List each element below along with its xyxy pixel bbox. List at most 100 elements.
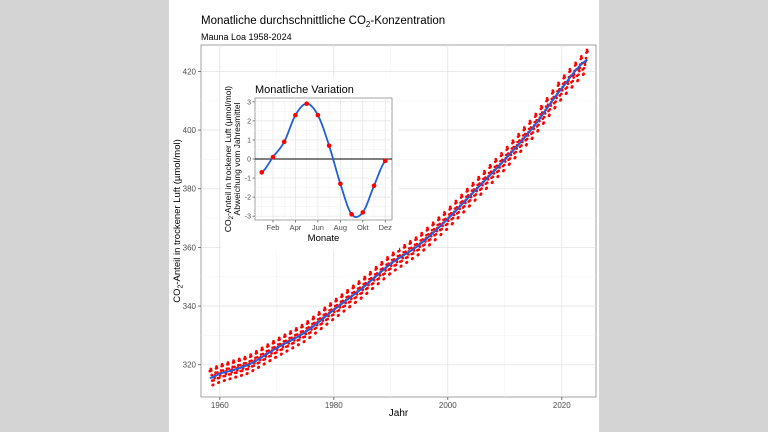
data-point — [303, 339, 306, 343]
inset-data-point — [349, 211, 354, 217]
data-point — [421, 238, 424, 241]
data-point — [534, 114, 538, 117]
data-point — [227, 367, 231, 371]
data-point — [392, 253, 396, 256]
inset-data-point — [315, 112, 321, 118]
data-point — [464, 195, 468, 199]
data-point — [474, 193, 478, 196]
data-point — [571, 79, 575, 83]
x-tick-label: 2000 — [439, 401, 457, 410]
data-point — [211, 383, 215, 387]
trend-line — [209, 58, 588, 380]
data-point — [312, 321, 316, 325]
data-point — [482, 177, 485, 181]
data-point — [570, 85, 574, 88]
data-point — [510, 147, 514, 150]
y-tick-label: 360 — [183, 243, 197, 252]
data-point — [342, 309, 346, 313]
data-point — [428, 238, 432, 241]
data-point — [483, 171, 487, 175]
data-point — [459, 201, 462, 204]
data-point — [437, 217, 441, 221]
data-point — [371, 281, 375, 285]
data-point — [462, 210, 466, 213]
data-point — [232, 360, 236, 364]
data-point — [297, 343, 301, 346]
data-point — [290, 336, 293, 340]
data-point — [463, 204, 466, 208]
data-point — [337, 313, 340, 317]
inset-data-point — [259, 170, 265, 175]
data-point — [278, 338, 282, 341]
data-point — [371, 286, 375, 290]
data-point — [354, 300, 358, 304]
data-point — [496, 174, 500, 178]
data-point — [303, 335, 307, 339]
data-point — [529, 121, 532, 124]
data-point — [531, 131, 535, 134]
y-tick-label: 420 — [183, 67, 197, 76]
data-point — [519, 149, 523, 153]
data-point — [267, 349, 271, 352]
data-point — [326, 317, 329, 321]
data-point — [238, 359, 242, 362]
data-point — [417, 248, 421, 251]
data-point — [518, 139, 521, 142]
data-point — [572, 76, 576, 79]
inset-data-point — [360, 210, 366, 215]
inset-title: Monatliche Variation — [255, 84, 354, 96]
data-point — [341, 294, 344, 298]
data-point — [580, 56, 584, 60]
data-point — [456, 216, 460, 219]
x-tick-label: 2020 — [553, 401, 571, 410]
data-point — [284, 334, 287, 338]
inset-data-point — [326, 143, 332, 148]
inset-y-tick-label: 2 — [247, 118, 251, 125]
data-point — [569, 69, 572, 73]
data-point — [426, 232, 430, 236]
data-point — [219, 369, 223, 372]
data-point — [586, 50, 589, 53]
data-point — [525, 142, 528, 146]
data-point — [251, 369, 255, 372]
inset-x-axis-label: Monate — [308, 233, 340, 244]
data-point — [559, 92, 563, 96]
y-tick-label: 400 — [183, 126, 197, 135]
data-point — [225, 367, 229, 371]
data-point — [380, 262, 384, 266]
data-point — [297, 338, 301, 342]
data-point — [559, 98, 563, 101]
inset-data-point — [371, 183, 377, 188]
data-point — [209, 369, 213, 372]
data-point — [244, 362, 248, 365]
data-point — [360, 296, 363, 300]
data-point — [234, 375, 238, 379]
data-point — [250, 359, 253, 363]
data-point — [517, 134, 521, 137]
data-point — [261, 348, 264, 351]
data-point — [527, 127, 531, 131]
inset-x-tick-label: Okt — [357, 223, 370, 232]
data-point — [238, 363, 242, 367]
data-point — [233, 365, 236, 369]
chart-title: Monatliche durchschnittliche CO2-Konzent… — [201, 15, 445, 29]
data-point — [352, 286, 356, 289]
data-point — [434, 232, 438, 236]
data-point — [432, 222, 435, 226]
inset-y-tick-label: 0 — [247, 157, 251, 164]
main-x-axis-ticks: 1960 1980 2000 2020 — [211, 397, 571, 410]
data-point — [249, 354, 253, 358]
data-point — [301, 325, 304, 329]
data-point — [403, 245, 407, 249]
data-point — [554, 100, 557, 104]
inset-y-axis-label-line2: Abweichung vom Jahresmittel — [232, 102, 242, 215]
data-point — [295, 328, 299, 332]
data-point — [502, 168, 506, 172]
data-point — [506, 147, 509, 150]
data-point — [394, 263, 398, 267]
y-tick-label: 320 — [183, 361, 197, 370]
data-point — [386, 257, 390, 261]
data-point — [223, 379, 226, 382]
data-point — [235, 371, 238, 374]
data-point — [236, 363, 240, 367]
